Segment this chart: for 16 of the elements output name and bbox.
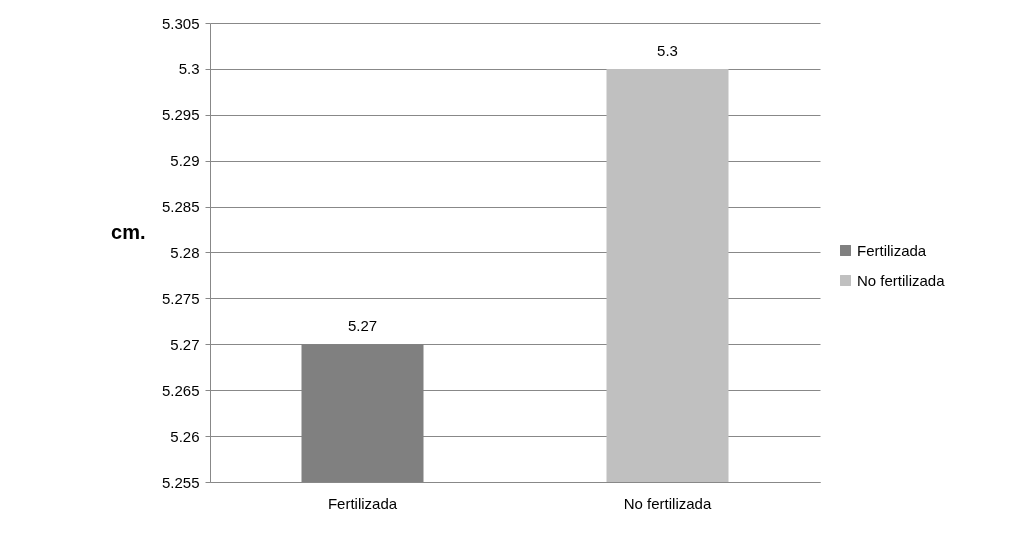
y-tick-label: 5.26 bbox=[170, 427, 200, 445]
y-tick-label: 5.29 bbox=[170, 152, 200, 170]
y-tick-label: 5.305 bbox=[161, 14, 200, 32]
y-tick-label: 5.28 bbox=[170, 244, 200, 261]
data-label: 5.3 bbox=[657, 41, 678, 59]
y-tick-label: 5.27 bbox=[170, 335, 200, 353]
y-tick-label: 5.275 bbox=[161, 289, 200, 307]
legend-label: Fertilizada bbox=[857, 241, 927, 259]
y-tick-label: 5.265 bbox=[161, 381, 200, 399]
y-tick-label: 5.3 bbox=[178, 60, 200, 78]
y-tick-label: 5.295 bbox=[161, 106, 200, 124]
y-tick-label: 5.255 bbox=[161, 473, 200, 491]
y-tick-label: 5.285 bbox=[161, 198, 200, 216]
data-label: 5.27 bbox=[347, 317, 378, 335]
legend-label: No fertilizada bbox=[857, 271, 946, 289]
y-axis-title: cm. bbox=[111, 221, 146, 243]
